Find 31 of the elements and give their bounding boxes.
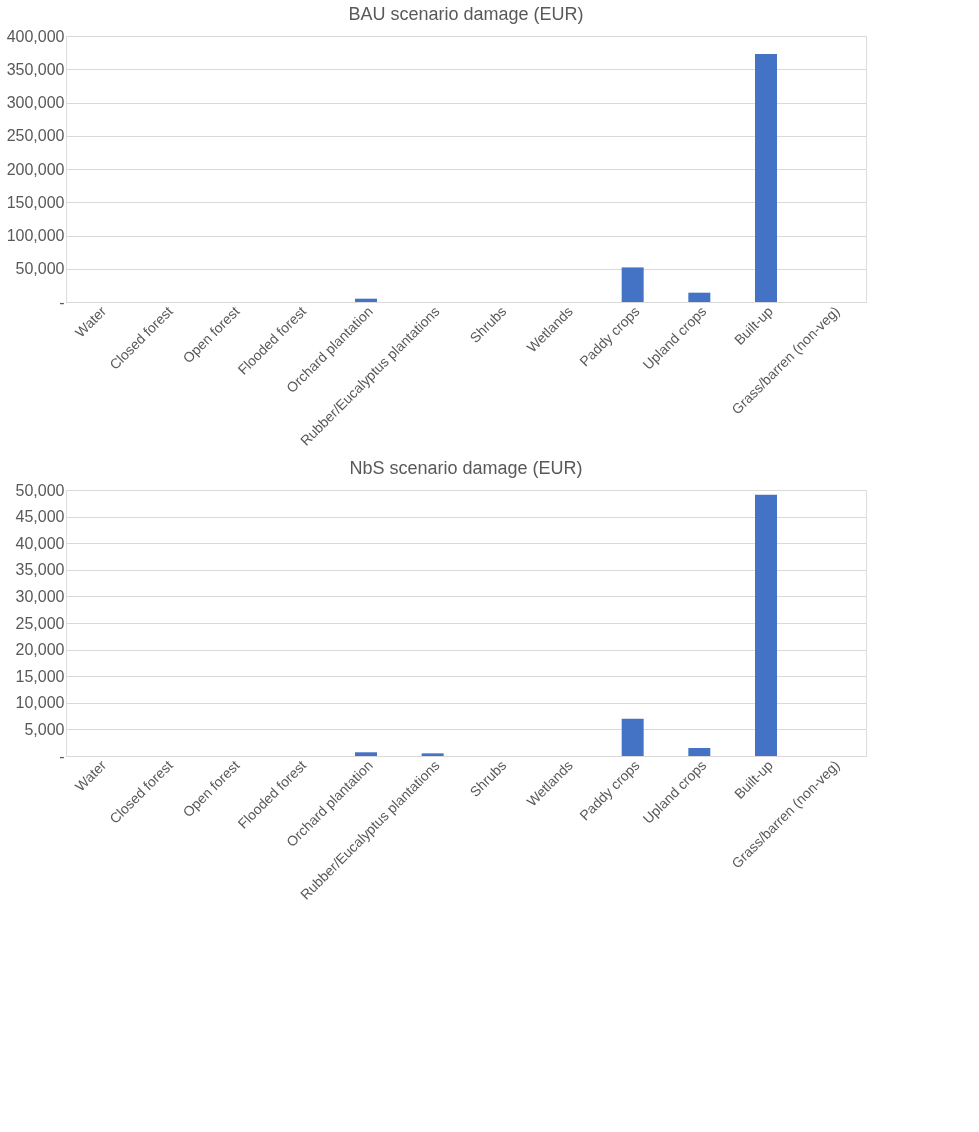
bar	[355, 752, 377, 756]
y-tick-label: 15,000	[15, 667, 65, 685]
y-tick-label: 5,000	[24, 720, 65, 738]
y-tick-label: 10,000	[15, 694, 65, 712]
y-tick-label: -	[59, 293, 65, 311]
y-tick-label: 30,000	[15, 587, 65, 605]
bar	[621, 267, 644, 302]
y-tick-label: 250,000	[6, 127, 65, 145]
bar	[421, 753, 444, 756]
bar	[621, 718, 644, 756]
chart-title: BAU scenario damage (EUR)	[348, 4, 584, 24]
bar	[688, 748, 711, 756]
y-tick-label: 40,000	[15, 534, 65, 552]
bar	[755, 53, 777, 302]
y-tick-label: 350,000	[6, 60, 65, 78]
y-tick-label: 100,000	[6, 227, 65, 244]
y-tick-label: 25,000	[15, 614, 65, 632]
y-tick-label: 50,000	[15, 481, 65, 499]
y-tick-label: 45,000	[15, 508, 65, 526]
y-tick-label: 150,000	[6, 193, 65, 211]
y-tick-label: 400,000	[6, 27, 65, 45]
chart-title: NbS scenario damage (EUR)	[349, 458, 583, 478]
bar	[355, 298, 377, 302]
y-tick-label: 300,000	[6, 94, 65, 111]
y-tick-label: 50,000	[15, 260, 65, 278]
y-tick-label: 20,000	[15, 641, 65, 659]
y-tick-label: -	[59, 747, 65, 765]
bar	[755, 494, 777, 756]
y-tick-label: 200,000	[6, 160, 65, 178]
y-tick-label: 35,000	[15, 561, 65, 579]
bar	[688, 292, 711, 302]
